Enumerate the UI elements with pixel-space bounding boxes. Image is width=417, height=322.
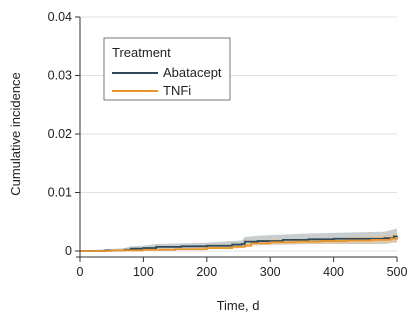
x-tick-label-4: 400: [323, 265, 344, 279]
legend: Treatment Abatacept TNFi: [103, 37, 231, 101]
x-tick-label-1: 100: [133, 265, 154, 279]
legend-label-tnfi: TNFi: [163, 83, 191, 98]
x-tick-label-3: 300: [260, 265, 281, 279]
legend-label-abatacept: Abatacept: [163, 65, 222, 80]
y-tick-label-4: 0.04: [48, 10, 72, 24]
y-tick-label-3: 0.03: [48, 69, 72, 83]
y-axis-title: Cumulative incidence: [8, 72, 23, 196]
x-tick-label-5: 500: [387, 265, 408, 279]
confidence-band-abatacept: [80, 228, 397, 251]
y-tick-label-0: 0: [65, 244, 72, 258]
axes: [75, 16, 398, 262]
x-tick-label-0: 0: [77, 265, 84, 279]
series-line-abatacept: [80, 235, 398, 252]
legend-box: [103, 37, 231, 101]
tick-labels: 0 0.01 0.02 0.03 0.04 0 100 200 300 400 500: [48, 10, 408, 279]
legend-title: Treatment: [112, 45, 171, 60]
y-tick-label-2: 0.02: [48, 127, 72, 141]
series-line-tnfi: [80, 237, 398, 252]
x-axis-title: Time, d: [217, 298, 260, 313]
x-tick-label-2: 200: [196, 265, 217, 279]
series-lines: [80, 235, 398, 252]
y-tick-label-1: 0.01: [48, 186, 72, 200]
